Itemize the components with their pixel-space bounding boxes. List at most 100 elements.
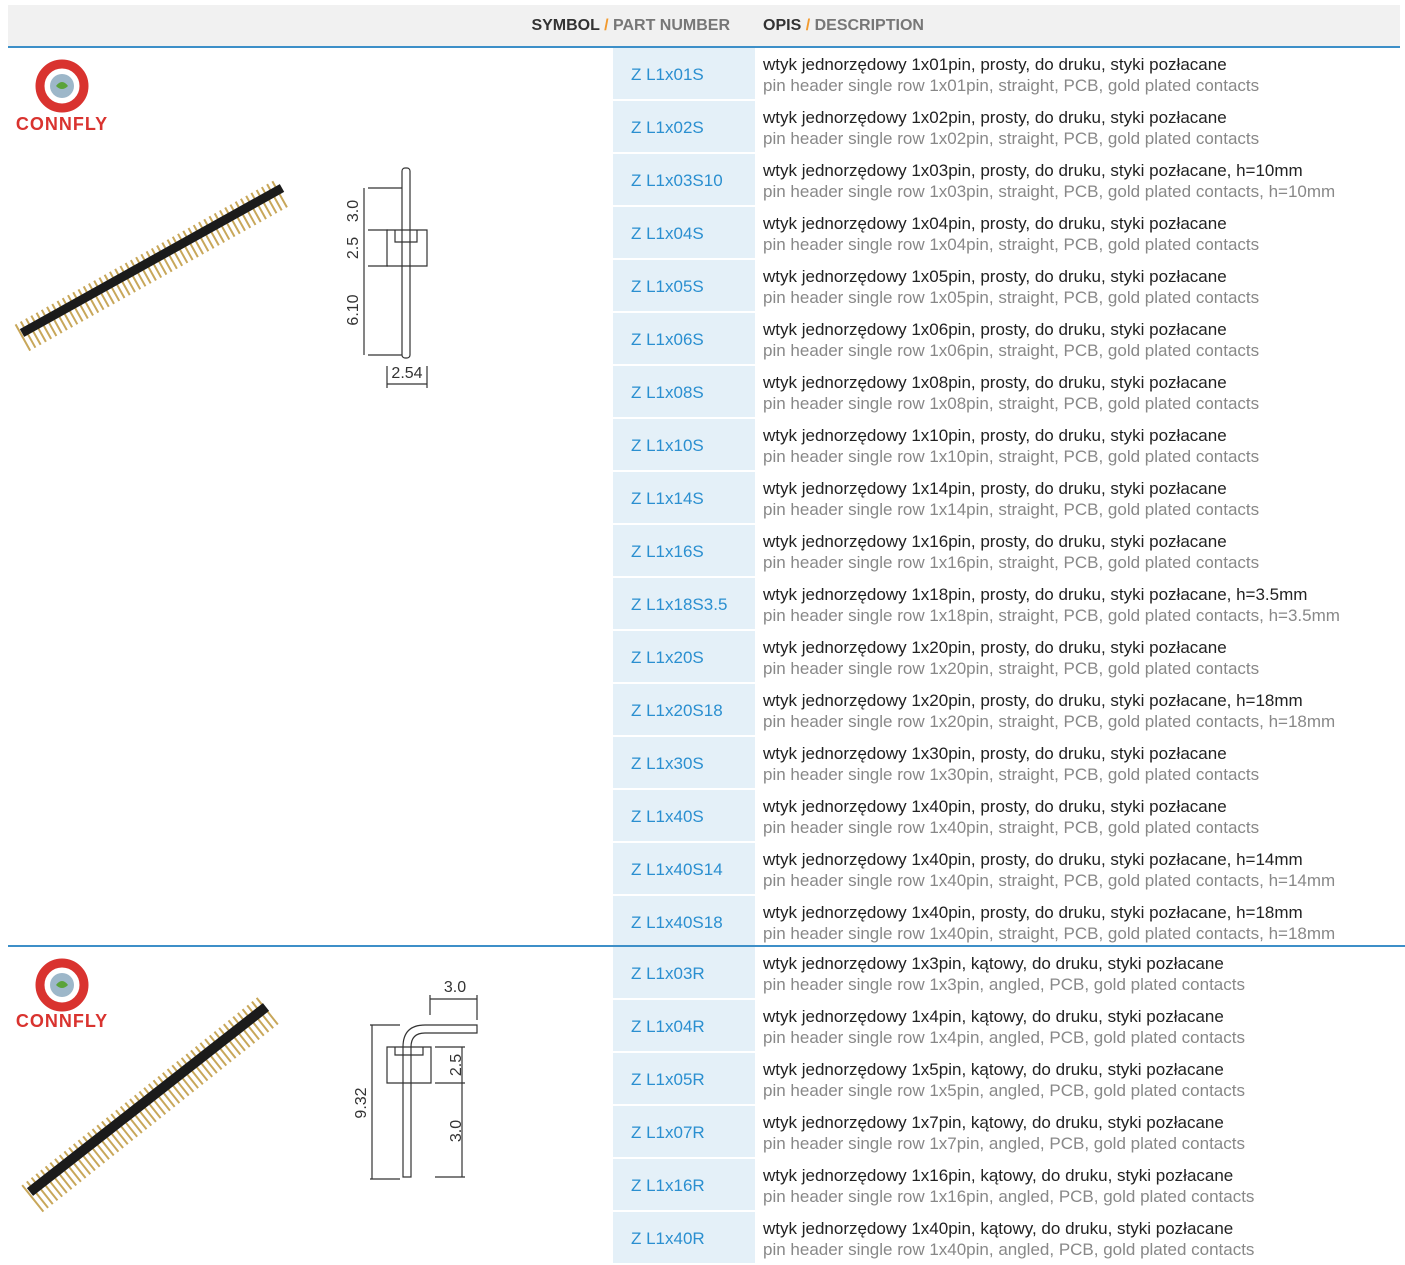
description-en: pin header single row 1x7pin, angled, PC… [763, 1134, 1245, 1153]
description-en: pin header single row 1x40pin, straight,… [763, 818, 1260, 837]
table-row: Z L1x40S wtyk jednorzędowy 1x40pin, prost… [0, 790, 1405, 843]
part-cell: Z L1x14S [613, 472, 755, 525]
description-en: pin header single row 1x05pin, straight,… [763, 288, 1260, 307]
part-cell: Z L1x10S [613, 419, 755, 472]
table-row: Z L1x20S wtyk jednorzędowy 1x20pin, prost… [0, 631, 1405, 684]
part-number: Z L1x20S18 [631, 701, 723, 720]
description-pl: wtyk jednorzędowy 1x14pin, prosty, do dr… [763, 479, 1227, 498]
part-number: Z L1x30S [631, 754, 704, 773]
description-pl: wtyk jednorzędowy 1x01pin, prosty, do dr… [763, 55, 1227, 74]
dim-label: 9.32 [353, 1087, 370, 1118]
part-number: Z L1x20S [631, 648, 704, 667]
table-row: Z L1x08S wtyk jednorzędowy 1x08pin, prost… [0, 366, 1405, 419]
part-cell: Z L1x40R [613, 1212, 755, 1265]
description-pl: wtyk jednorzędowy 1x02pin, prosty, do dr… [763, 108, 1227, 127]
description-en: pin header single row 1x14pin, straight,… [763, 500, 1260, 519]
table-row: Z L1x16S wtyk jednorzędowy 1x16pin, prost… [0, 525, 1405, 578]
description-en: pin header single row 1x16pin, straight,… [763, 553, 1260, 572]
part-cell: Z L1x03S10 [613, 154, 755, 207]
part-number: Z L1x08S [631, 383, 704, 402]
table-row: Z L1x02S wtyk jednorzędowy 1x02pin, prost… [0, 101, 1405, 154]
description-en: pin header single row 1x18pin, straight,… [763, 606, 1340, 625]
logo: CONNFLY [16, 958, 108, 1031]
description-pl: wtyk jednorzędowy 1x40pin, prosty, do dr… [763, 903, 1303, 922]
dim-label: 2.5 [345, 237, 362, 259]
table-row: Z L1x03S10 wtyk jednorzędowy 1x03pin, pro… [0, 154, 1405, 207]
description-pl: wtyk jednorzędowy 1x18pin, prosty, do dr… [763, 585, 1308, 604]
description-en: pin header single row 1x08pin, straight,… [763, 394, 1260, 413]
dim-label: 3.0 [345, 200, 362, 222]
part-cell: Z L1x20S18 [613, 684, 755, 737]
part-cell: Z L1x30S [613, 737, 755, 790]
part-cell: Z L1x05S [613, 260, 755, 313]
description-pl: wtyk jednorzędowy 1x08pin, prosty, do dr… [763, 373, 1227, 392]
description-en: pin header single row 1x30pin, straight,… [763, 765, 1260, 784]
table-row: Z L1x10S wtyk jednorzędowy 1x10pin, prost… [0, 419, 1405, 472]
description-en: pin header single row 1x20pin, straight,… [763, 659, 1260, 678]
table-row: Z L1x03R wtyk jednorzędowy 1x3pin, kątowy… [0, 947, 1405, 1000]
part-cell: Z L1x20S [613, 631, 755, 684]
part-number: Z L1x40S18 [631, 913, 723, 932]
part-cell: Z L1x05R [613, 1053, 755, 1106]
part-cell: Z L1x03R [613, 947, 755, 1000]
description-en: pin header single row 1x04pin, straight,… [763, 235, 1260, 254]
description-pl: wtyk jednorzędowy 1x06pin, prosty, do dr… [763, 320, 1227, 339]
group-separator [8, 945, 1405, 947]
dimension-drawing: 3.0 2.5 6.10 2.54 [345, 167, 428, 388]
part-cell: Z L1x07R [613, 1106, 755, 1159]
part-cell: Z L1x06S [613, 313, 755, 366]
part-cell: Z L1x40S [613, 790, 755, 843]
part-number: Z L1x40R [631, 1229, 705, 1248]
part-number: Z L1x03S10 [631, 171, 723, 190]
table-header: SYMBOL / PART NUMBER OPIS / DESCRIPTION [8, 5, 1400, 48]
description-pl: wtyk jednorzędowy 1x7pin, kątowy, do dru… [763, 1113, 1224, 1132]
description-en: pin header single row 1x03pin, straight,… [763, 182, 1336, 201]
part-number: Z L1x10S [631, 436, 704, 455]
part-cell: Z L1x02S [613, 101, 755, 154]
dimension-drawing: 3.0 2.5 9.32 3.0 [353, 979, 478, 1180]
part-number: Z L1x05S [631, 277, 704, 296]
description-pl: wtyk jednorzędowy 1x10pin, prosty, do dr… [763, 426, 1227, 445]
header-left: SYMBOL / PART NUMBER [531, 17, 730, 35]
table-row: Z L1x07R wtyk jednorzędowy 1x7pin, kątowy… [0, 1106, 1405, 1159]
description-pl: wtyk jednorzędowy 1x40pin, prosty, do dr… [763, 797, 1227, 816]
part-number: Z L1x16S [631, 542, 704, 561]
part-number: Z L1x04R [631, 1017, 705, 1036]
logo-text: CONNFLY [16, 1011, 108, 1031]
pin-header-photo [21, 995, 281, 1213]
description-pl: wtyk jednorzędowy 1x04pin, prosty, do dr… [763, 214, 1227, 233]
header-sep: / [805, 17, 811, 34]
dim-label: 3.0 [448, 1120, 465, 1142]
table-row: Z L1x05S wtyk jednorzędowy 1x05pin, prost… [0, 260, 1405, 313]
header-description: DESCRIPTION [814, 17, 924, 34]
description-en: pin header single row 1x20pin, straight,… [763, 712, 1336, 731]
part-cell: Z L1x40S18 [613, 896, 755, 949]
part-cell: Z L1x16S [613, 525, 755, 578]
table-row: Z L1x14S wtyk jednorzędowy 1x14pin, prost… [0, 472, 1405, 525]
table-row: Z L1x18S3.5 wtyk jednorzędowy 1x18pin, pr… [0, 578, 1405, 631]
part-cell: Z L1x40S14 [613, 843, 755, 896]
dim-label: 6.10 [345, 294, 362, 325]
description-pl: wtyk jednorzędowy 1x16pin, kątowy, do dr… [763, 1166, 1234, 1185]
table-row: Z L1x20S18 wtyk jednorzędowy 1x20pin, pro… [0, 684, 1405, 737]
table-row: Z L1x04S wtyk jednorzędowy 1x04pin, prost… [0, 207, 1405, 260]
part-number: Z L1x04S [631, 224, 704, 243]
table-row: Z L1x40S18 wtyk jednorzędowy 1x40pin, pro… [0, 896, 1405, 949]
description-en: pin header single row 1x10pin, straight,… [763, 447, 1260, 466]
description-en: pin header single row 1x02pin, straight,… [763, 129, 1260, 148]
part-cell: Z L1x08S [613, 366, 755, 419]
logo-text: CONNFLY [16, 114, 108, 134]
table-row: Z L1x06S wtyk jednorzędowy 1x06pin, prost… [0, 313, 1405, 366]
description-en: pin header single row 1x06pin, straight,… [763, 341, 1260, 360]
part-number: Z L1x14S [631, 489, 704, 508]
dim-label: 3.0 [444, 979, 466, 996]
part-cell: Z L1x16R [613, 1159, 755, 1212]
description-pl: wtyk jednorzędowy 1x20pin, prosty, do dr… [763, 638, 1227, 657]
description-en: pin header single row 1x01pin, straight,… [763, 76, 1260, 95]
part-number: Z L1x03R [631, 964, 705, 983]
description-en: pin header single row 1x40pin, straight,… [763, 871, 1336, 890]
part-number: Z L1x05R [631, 1070, 705, 1089]
part-cell: Z L1x04S [613, 207, 755, 260]
header-right: OPIS / DESCRIPTION [763, 17, 924, 35]
